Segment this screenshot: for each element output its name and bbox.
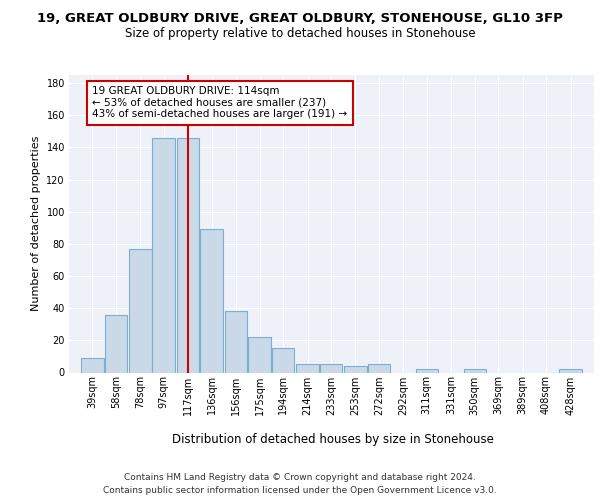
Text: 19, GREAT OLDBURY DRIVE, GREAT OLDBURY, STONEHOUSE, GL10 3FP: 19, GREAT OLDBURY DRIVE, GREAT OLDBURY, …: [37, 12, 563, 26]
Text: Contains HM Land Registry data © Crown copyright and database right 2024.: Contains HM Land Registry data © Crown c…: [124, 472, 476, 482]
Bar: [200, 230, 223, 372]
Text: Distribution of detached houses by size in Stonehouse: Distribution of detached houses by size …: [172, 432, 494, 446]
Bar: [368, 364, 390, 372]
Bar: [344, 366, 367, 372]
Bar: [272, 348, 294, 372]
Bar: [464, 370, 486, 372]
Bar: [177, 138, 199, 372]
Y-axis label: Number of detached properties: Number of detached properties: [31, 136, 41, 312]
Bar: [81, 358, 104, 372]
Bar: [225, 312, 247, 372]
Bar: [320, 364, 342, 372]
Bar: [104, 314, 127, 372]
Bar: [296, 364, 319, 372]
Bar: [129, 248, 152, 372]
Text: 19 GREAT OLDBURY DRIVE: 114sqm
← 53% of detached houses are smaller (237)
43% of: 19 GREAT OLDBURY DRIVE: 114sqm ← 53% of …: [92, 86, 347, 120]
Bar: [248, 337, 271, 372]
Text: Contains public sector information licensed under the Open Government Licence v3: Contains public sector information licen…: [103, 486, 497, 495]
Bar: [152, 138, 175, 372]
Text: Size of property relative to detached houses in Stonehouse: Size of property relative to detached ho…: [125, 28, 475, 40]
Bar: [416, 370, 438, 372]
Bar: [559, 370, 582, 372]
